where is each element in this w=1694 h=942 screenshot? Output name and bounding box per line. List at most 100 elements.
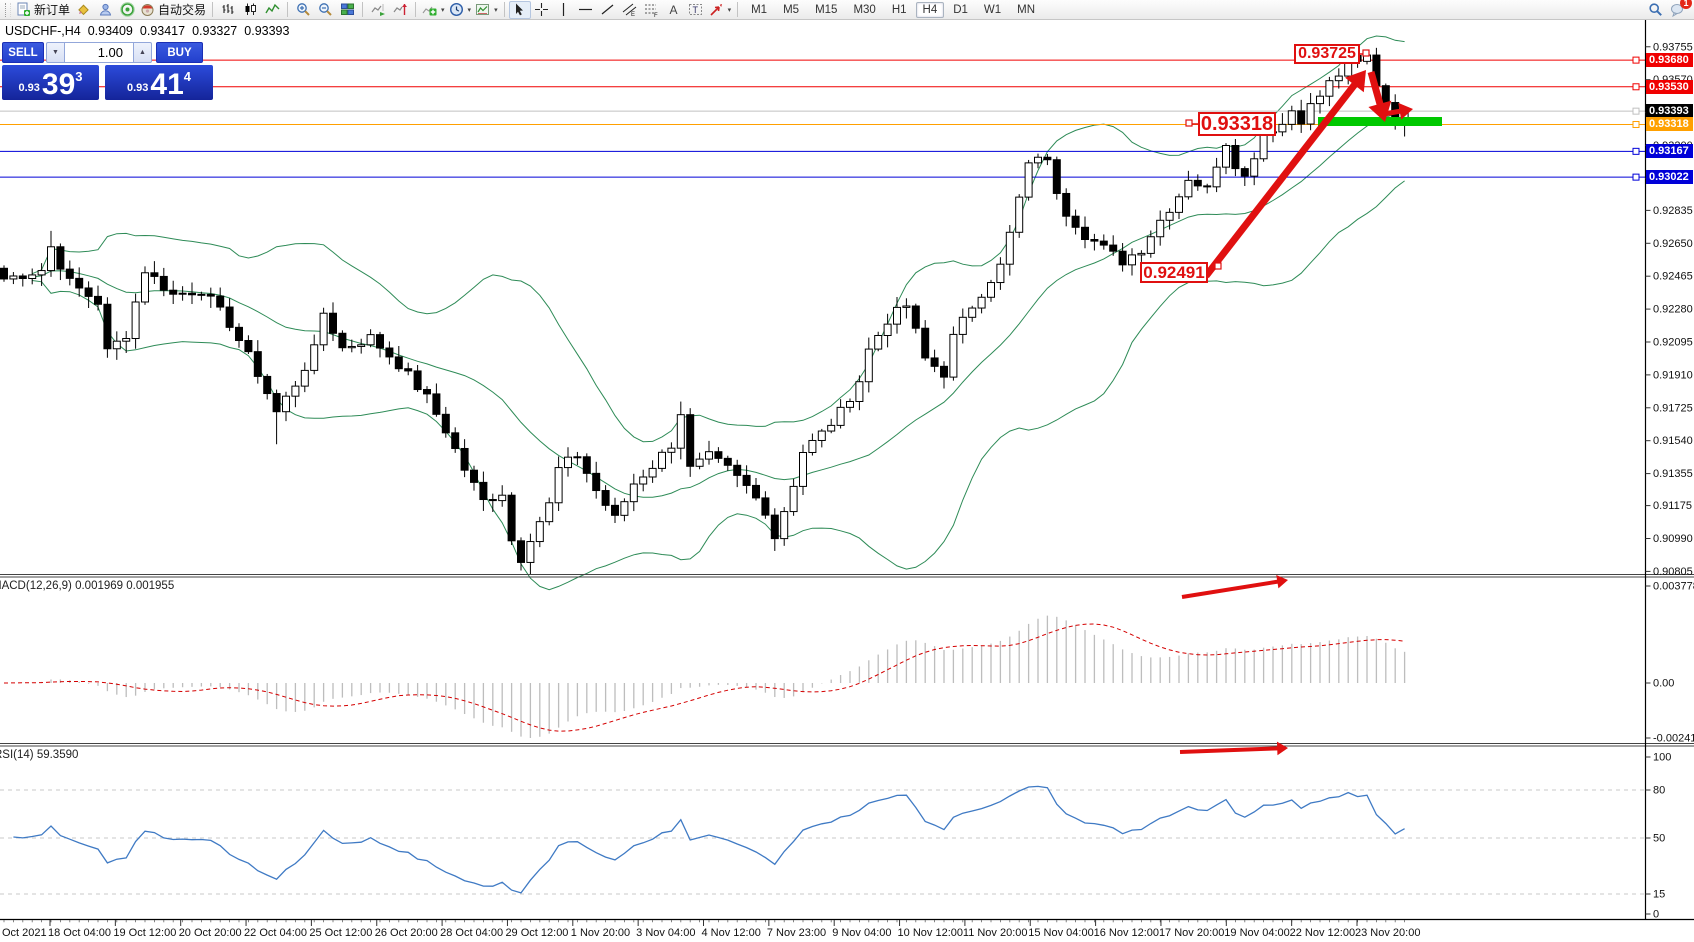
brush-icon bbox=[77, 4, 89, 16]
trend-arrow[interactable] bbox=[1181, 579, 1280, 599]
svg-text:29 Oct 12:00: 29 Oct 12:00 bbox=[505, 927, 568, 939]
axes bbox=[0, 20, 1694, 921]
svg-text:1 Nov 20:00: 1 Nov 20:00 bbox=[571, 927, 630, 939]
drawn-annotations[interactable] bbox=[1179, 49, 1442, 756]
line-handle[interactable] bbox=[1632, 83, 1640, 91]
line-handle[interactable] bbox=[1632, 173, 1640, 181]
zoom-out-button[interactable] bbox=[314, 1, 336, 19]
auto-scroll-button[interactable] bbox=[367, 1, 389, 19]
tile-windows-icon bbox=[340, 3, 354, 15]
fibonacci-icon: F bbox=[645, 4, 658, 17]
svg-text:0.91910: 0.91910 bbox=[1653, 369, 1693, 381]
svg-text:Oct 2021: Oct 2021 bbox=[2, 927, 47, 939]
timeframe-d1[interactable]: D1 bbox=[953, 3, 968, 16]
volume-decrease-button[interactable]: ▼ bbox=[46, 42, 65, 63]
svg-text:20 Oct 20:00: 20 Oct 20:00 bbox=[179, 927, 242, 939]
candlestick-chart-button[interactable] bbox=[239, 1, 261, 19]
periods-button[interactable]: ▾ bbox=[447, 1, 474, 19]
equidistant-channel-button[interactable]: E bbox=[619, 1, 641, 19]
vertical-line-button[interactable] bbox=[553, 1, 575, 19]
text-label-icon: T bbox=[689, 4, 703, 15]
trend-arrow-head bbox=[1345, 70, 1366, 93]
timeframe-h4[interactable]: H4 bbox=[915, 1, 945, 18]
volume-increase-button[interactable]: ▲ bbox=[133, 42, 152, 63]
timeframe-m15[interactable]: M15 bbox=[815, 3, 838, 16]
line-handle[interactable] bbox=[1632, 56, 1640, 64]
svg-text:F: F bbox=[654, 13, 658, 17]
trend-arrow-head bbox=[1368, 100, 1392, 122]
signal-icon bbox=[119, 2, 135, 17]
spinner-down-icon: ▼ bbox=[52, 49, 59, 56]
svg-text:11 Nov 20:00: 11 Nov 20:00 bbox=[963, 927, 1028, 939]
timeframe-m5[interactable]: M5 bbox=[783, 3, 800, 16]
arrow-objects-icon bbox=[710, 4, 722, 16]
line-chart-button[interactable] bbox=[261, 1, 283, 19]
trend-arrow[interactable] bbox=[1383, 108, 1403, 117]
trend-arrow-head bbox=[1276, 741, 1288, 756]
styles-button[interactable] bbox=[72, 1, 94, 19]
crosshair-icon bbox=[535, 3, 549, 16]
tile-windows-button[interactable] bbox=[336, 1, 358, 19]
trend-arrow[interactable] bbox=[1203, 81, 1359, 279]
templates-button[interactable]: ▾ bbox=[473, 1, 500, 19]
timeframe-m1[interactable]: M1 bbox=[751, 3, 768, 16]
profile-button[interactable] bbox=[94, 1, 116, 19]
fibonacci-button[interactable]: F bbox=[641, 1, 663, 19]
timeframe-mn[interactable]: MN bbox=[1017, 3, 1036, 16]
trend-arrow[interactable] bbox=[1179, 746, 1280, 754]
svg-text:0.90805: 0.90805 bbox=[1653, 566, 1693, 578]
new-order-button[interactable]: 新订单 bbox=[14, 1, 72, 19]
buy-button[interactable]: BUY bbox=[156, 42, 203, 63]
trend-arrow[interactable] bbox=[1367, 71, 1384, 107]
indicators-button[interactable]: ▾ bbox=[420, 1, 447, 19]
autotrading-label: 自动交易 bbox=[158, 3, 207, 17]
notifications-button[interactable]: 1 bbox=[1666, 0, 1692, 19]
timeframe-w1[interactable]: W1 bbox=[983, 3, 1002, 16]
sell-button[interactable]: SELL bbox=[2, 42, 44, 63]
cursor-button[interactable] bbox=[508, 0, 531, 19]
trendline-button[interactable] bbox=[597, 1, 619, 19]
timeframe-m30[interactable]: M30 bbox=[853, 3, 876, 16]
line-handle[interactable] bbox=[1632, 107, 1640, 115]
svg-text:0.91540: 0.91540 bbox=[1653, 435, 1693, 447]
svg-text:80: 80 bbox=[1653, 785, 1665, 797]
bar-chart-button[interactable] bbox=[217, 1, 239, 19]
zoom-in-button[interactable] bbox=[292, 1, 314, 19]
svg-text:0.92280: 0.92280 bbox=[1653, 304, 1693, 316]
one-click-trading-panel: SELL ▼ 1.00 ▲ BUY 0.93 39 3 0.93 41 4 bbox=[2, 42, 213, 100]
svg-text:25 Oct 12:00: 25 Oct 12:00 bbox=[309, 927, 372, 939]
text-label-button[interactable]: T bbox=[685, 1, 707, 19]
svg-text:4 Nov 12:00: 4 Nov 12:00 bbox=[702, 927, 761, 939]
svg-text:E: E bbox=[631, 12, 635, 17]
svg-text:0.91355: 0.91355 bbox=[1653, 468, 1693, 480]
sell-price-tile[interactable]: 0.93 39 3 bbox=[2, 65, 99, 100]
chart-shift-button[interactable] bbox=[389, 1, 411, 19]
svg-text:0.93570: 0.93570 bbox=[1653, 74, 1693, 86]
line-handle[interactable] bbox=[1632, 147, 1640, 155]
time-axis[interactable]: Oct 2021 18 Oct 04:00 19 Oct 12:00 20 Oct 2… bbox=[2, 920, 1420, 939]
toolbar-separator bbox=[737, 2, 739, 17]
bar-chart-icon bbox=[222, 4, 234, 14]
crosshair-button[interactable] bbox=[531, 1, 553, 19]
timeframe-h1[interactable]: H1 bbox=[891, 3, 907, 16]
dropdown-arrow-icon: ▾ bbox=[727, 6, 732, 14]
text-button[interactable]: A bbox=[663, 1, 685, 19]
autotrading-button[interactable]: 自动交易 bbox=[138, 1, 208, 19]
timeframe-switcher: M1 M5 M15 M30 H1 H4 D1 W1 MN bbox=[744, 1, 1042, 18]
arrows-button[interactable]: ▾ bbox=[707, 1, 734, 19]
line-handle[interactable] bbox=[1632, 120, 1640, 128]
toolbar-grip[interactable] bbox=[5, 2, 11, 17]
volume-input[interactable]: 1.00 bbox=[65, 42, 133, 63]
equidistant-channel-icon: E bbox=[622, 3, 637, 17]
svg-text:A: A bbox=[670, 3, 678, 17]
horizontal-line-button[interactable] bbox=[575, 1, 597, 19]
svg-text:9 Nov 04:00: 9 Nov 04:00 bbox=[832, 927, 891, 939]
search-button[interactable] bbox=[1644, 1, 1666, 19]
svg-text:15 Nov 04:00: 15 Nov 04:00 bbox=[1028, 927, 1093, 939]
signal-button[interactable] bbox=[116, 1, 138, 19]
green-highlight-bar[interactable] bbox=[1318, 117, 1442, 126]
buy-price-tile[interactable]: 0.93 41 4 bbox=[105, 65, 213, 100]
main-toolbar: 新订单 自动交易 bbox=[0, 0, 1694, 20]
auto-scroll-icon bbox=[371, 4, 385, 16]
